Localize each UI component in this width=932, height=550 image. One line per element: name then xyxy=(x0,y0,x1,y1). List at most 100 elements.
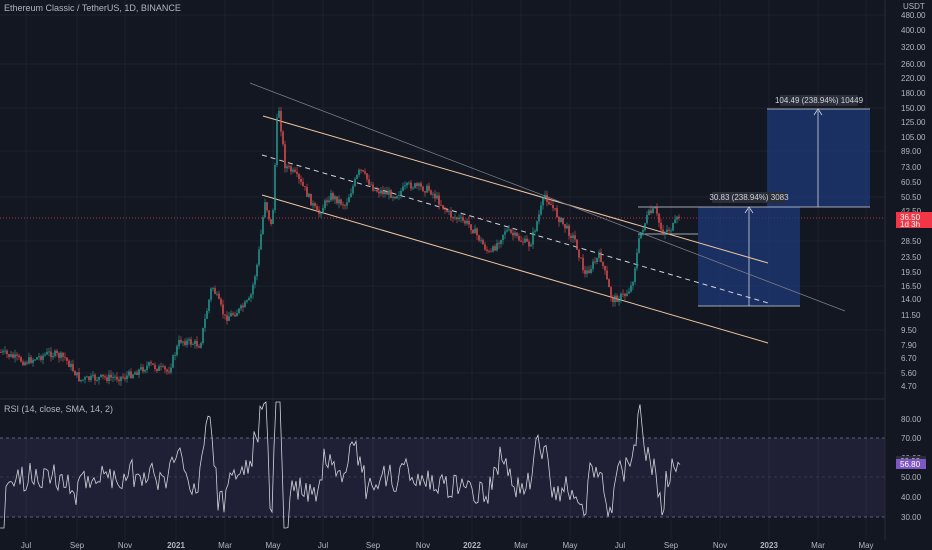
rsi-indicator-label[interactable]: RSI (14, close, SMA, 14, 2) xyxy=(4,404,114,414)
candle-body xyxy=(542,197,544,206)
candle-body xyxy=(402,186,404,191)
candle-body xyxy=(468,220,470,225)
candle-body xyxy=(248,297,250,301)
candle-body xyxy=(330,193,332,201)
projection-box-2[interactable] xyxy=(767,109,870,207)
candle-body xyxy=(70,364,72,368)
target-1-label[interactable]: 30.83 (238.94%) 3083 xyxy=(709,192,789,203)
symbol-title[interactable]: Ethereum Classic / TetherUS, 1D, BINANCE xyxy=(4,3,181,13)
candle-body xyxy=(446,209,448,212)
candle-body xyxy=(440,204,442,206)
candle-body xyxy=(390,190,392,198)
candle-body xyxy=(138,369,140,375)
candle-body xyxy=(486,249,488,251)
candle-body xyxy=(502,234,504,240)
candle-body xyxy=(310,193,312,206)
candle-body xyxy=(578,249,580,258)
price-tick-label: 6.70 xyxy=(901,354,917,363)
candle-body xyxy=(398,195,400,197)
price-axis-ticks: 480.00 400.00 320.00 260.00 220.00 180.00 150.… xyxy=(901,11,926,391)
candle-body xyxy=(348,197,350,203)
candle-body xyxy=(262,217,264,234)
candle-body xyxy=(218,293,220,299)
candle-body xyxy=(452,217,454,219)
time-axis[interactable] xyxy=(0,540,932,550)
current-price-badge[interactable] xyxy=(896,212,932,228)
time-tick-label: Nov xyxy=(416,541,430,550)
candle-body xyxy=(588,270,590,274)
candle-body xyxy=(208,299,210,311)
candle-body xyxy=(106,377,108,381)
candle-body xyxy=(600,252,602,263)
candle-body xyxy=(568,225,570,236)
candle-body xyxy=(648,210,650,215)
candle-body xyxy=(122,376,124,378)
candle-body xyxy=(68,360,70,368)
target-2-label[interactable]: 104.49 (238.94%) 10449 xyxy=(775,95,864,106)
candle-body xyxy=(302,181,304,187)
candle-body xyxy=(54,350,56,356)
candle-body xyxy=(354,178,356,187)
candle-body xyxy=(52,355,54,358)
time-tick-label: Mar xyxy=(514,541,528,550)
channel-midline[interactable] xyxy=(261,154,769,304)
candle-body xyxy=(30,357,32,363)
candle-body xyxy=(622,293,624,295)
candle-body xyxy=(538,214,540,222)
candle-body xyxy=(146,365,148,371)
candle-body xyxy=(250,294,252,298)
candle-body xyxy=(562,217,564,225)
channel-upper-line[interactable] xyxy=(262,115,769,264)
candle-body xyxy=(298,174,300,179)
candle-body xyxy=(490,251,492,253)
candle-body xyxy=(50,351,52,358)
candle-body xyxy=(92,374,94,376)
candle-body xyxy=(188,339,190,341)
price-axis[interactable] xyxy=(885,0,932,540)
rsi-current-badge[interactable] xyxy=(896,459,926,469)
candle-body xyxy=(466,220,468,224)
candle-body xyxy=(108,374,110,381)
rsi-current-value: 56.80 xyxy=(900,460,921,469)
price-tick-label: 480.00 xyxy=(901,11,926,20)
price-tick-label: 5.60 xyxy=(901,369,917,378)
candle-body xyxy=(164,366,166,370)
candle-body xyxy=(336,196,338,204)
candle-body xyxy=(182,341,184,343)
candle-body xyxy=(120,376,122,382)
candle-body xyxy=(614,295,616,303)
candle-body xyxy=(492,246,494,252)
candle-body xyxy=(334,196,336,200)
candle-body xyxy=(414,183,416,188)
candlestick-series xyxy=(0,106,680,387)
candle-body xyxy=(604,265,606,271)
channel-lower-line[interactable] xyxy=(261,194,769,344)
candle-body xyxy=(58,353,60,358)
candle-body xyxy=(412,187,414,189)
candle-body xyxy=(342,204,344,206)
candle-body xyxy=(136,372,138,375)
candle-body xyxy=(558,217,560,223)
candle-body xyxy=(22,361,24,366)
candle-body xyxy=(646,214,648,224)
candle-body xyxy=(118,379,120,382)
candle-body xyxy=(128,371,130,376)
time-tick-label: Nov xyxy=(118,541,132,550)
candle-body xyxy=(184,341,186,345)
candle-body xyxy=(294,169,296,172)
candle-body xyxy=(570,235,572,238)
candle-body xyxy=(282,131,284,145)
rsi-tick-label: 40.00 xyxy=(901,493,922,502)
price-tick-label: 9.50 xyxy=(901,326,917,335)
candle-body xyxy=(114,376,116,378)
candle-body xyxy=(328,200,330,203)
candle-body xyxy=(678,216,680,218)
candle-body xyxy=(668,229,670,231)
candle-body xyxy=(462,217,464,221)
candle-body xyxy=(156,368,158,371)
candle-body xyxy=(566,225,568,229)
time-tick-label: May xyxy=(562,541,577,550)
candle-body xyxy=(652,208,654,214)
candle-body xyxy=(234,314,236,317)
